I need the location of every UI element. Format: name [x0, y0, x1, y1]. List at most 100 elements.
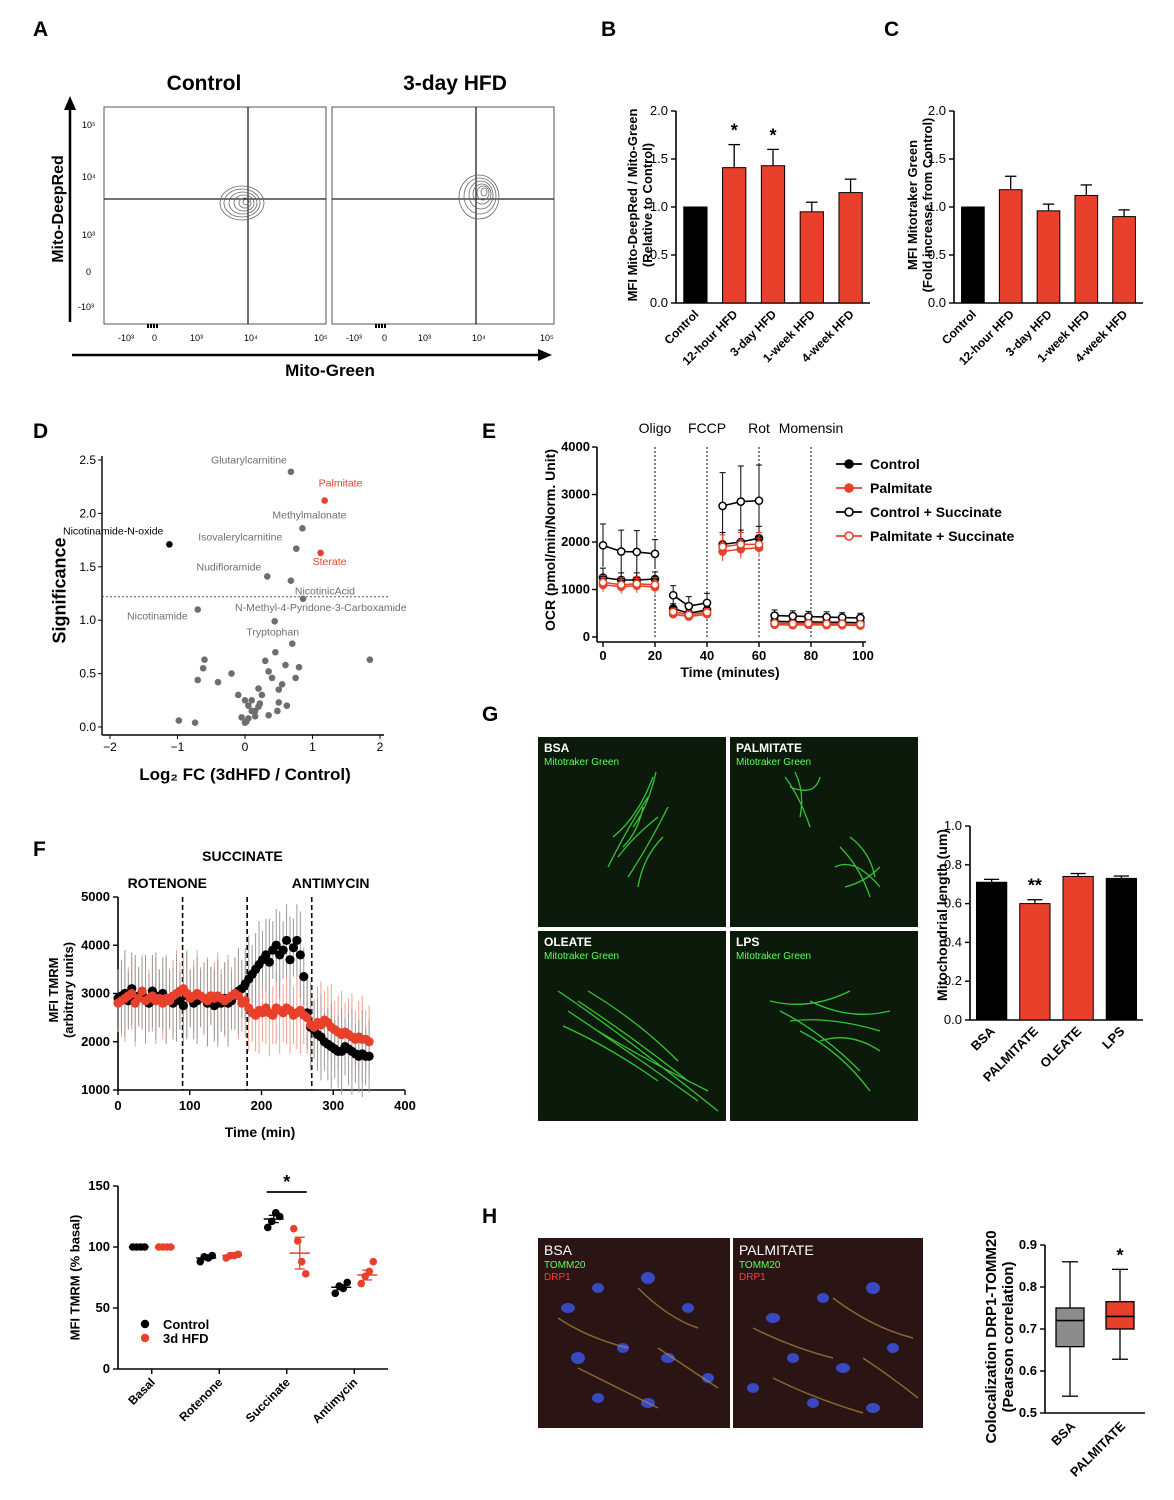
f1-data-point	[144, 993, 154, 1003]
f2-data-point	[289, 1224, 298, 1233]
e-legend-marker	[844, 507, 854, 517]
f2-category-label: Succinate	[243, 1375, 293, 1425]
quadrant-label-hfd-q2: Q2	[516, 116, 529, 126]
d-data-point	[234, 691, 242, 699]
f1-data-point	[288, 1010, 299, 1020]
f1-data-point	[144, 998, 154, 1008]
d-point-label: Tryptophan	[246, 626, 299, 638]
f1-data-point	[299, 1010, 309, 1020]
f1-data-point	[364, 1037, 374, 1047]
f1-ytick-label: 4000	[81, 937, 110, 952]
e-xtick-label: 60	[752, 648, 766, 663]
f1-xtick-label: 200	[251, 1098, 273, 1113]
d-data-point	[241, 719, 249, 727]
d-data-point	[243, 718, 250, 725]
f1-data-point	[309, 1025, 319, 1035]
e-xtick-label: 80	[804, 648, 818, 663]
f1-data-point	[309, 1022, 319, 1032]
f1-data-point	[209, 993, 219, 1003]
quadrant-value-control-q2: 17.7	[288, 126, 306, 136]
e-data-point	[598, 580, 608, 590]
f2-data-point	[369, 1257, 378, 1266]
f1-data-point	[168, 998, 178, 1008]
d-data-point	[228, 670, 235, 677]
d-point-label: Methylmalonate	[272, 509, 346, 521]
e-data-point	[754, 543, 764, 553]
micrograph-lps-title: LPS	[736, 935, 760, 949]
f1-data-point	[261, 950, 271, 960]
e-series-line	[602, 576, 656, 581]
chart-f-bottom-ylabel: MFI TMRM (% basal)	[67, 1214, 83, 1341]
f1-data-point	[161, 993, 171, 1003]
e-data-point	[632, 579, 642, 589]
micrograph-palmitate-title: PALMITATE	[736, 741, 802, 755]
f2-data-point	[166, 1243, 175, 1251]
h-ytick-label: 0.8	[1019, 1279, 1037, 1294]
f1-data-point	[113, 998, 123, 1008]
f1-data-point	[199, 993, 209, 1003]
h-category-label: PALMITATE	[1067, 1418, 1128, 1479]
e-data-point	[650, 582, 660, 592]
G-bar	[1062, 875, 1094, 1021]
B-category-label: 4-week HFD	[799, 307, 857, 365]
f1-data-point	[295, 1005, 305, 1015]
f1-data-point	[178, 984, 188, 994]
e-data-point	[668, 590, 678, 600]
f1-data-point	[323, 1039, 333, 1049]
a-xtick-9: 10⁴	[472, 333, 486, 343]
C-bar	[1112, 216, 1136, 304]
d-labeled-point	[317, 549, 324, 557]
e-data-point	[684, 612, 694, 621]
quadrant-value-control-q1: 22.3	[108, 126, 126, 136]
d-labeled-point	[293, 545, 300, 552]
e-injection-label: Rot	[748, 420, 770, 436]
e-data-point	[788, 619, 798, 629]
f1-data-point	[292, 1008, 302, 1018]
f2-data-point	[343, 1278, 352, 1287]
f1-data-point	[233, 986, 244, 996]
e-data-point	[684, 601, 694, 611]
d-data-point	[256, 700, 264, 707]
e-data-point	[837, 620, 847, 630]
quadrant-value-hfd-q4: 9.33	[336, 306, 354, 316]
chart-c-ylabel-line2: (Fold increase from Control)	[920, 117, 935, 293]
f1-data-point	[364, 1051, 374, 1061]
f1-data-point	[333, 1027, 343, 1037]
f1-data-point	[209, 1000, 219, 1011]
micrograph-lps-stain: Mitotraker Green	[736, 951, 812, 962]
d-labeled-point	[287, 577, 295, 584]
d-data-point	[238, 714, 245, 721]
C-bar	[1036, 210, 1061, 304]
chart-d-ylabel: Significance	[49, 537, 70, 644]
e-data-point	[856, 619, 865, 629]
f1-data-point	[268, 1010, 278, 1020]
f1-data-point	[226, 996, 237, 1006]
d-labeled-point	[166, 541, 173, 548]
d-data-point	[251, 707, 259, 715]
f2-data-point	[154, 1243, 163, 1251]
f1-data-point	[123, 996, 133, 1006]
d-labeled-point	[271, 617, 279, 625]
f1-data-point	[319, 1015, 330, 1025]
f1-data-point	[306, 1020, 316, 1030]
f1-data-point	[175, 986, 185, 996]
f1-data-point	[330, 1025, 340, 1035]
d-labeled-point	[321, 497, 328, 504]
e-data-point	[822, 620, 831, 630]
d-data-point	[283, 702, 291, 709]
d-data-point	[265, 668, 272, 675]
f1-data-point	[268, 945, 278, 955]
e-data-point	[718, 501, 727, 511]
e-injection-label: FCCP	[688, 420, 726, 436]
f1-data-point	[192, 988, 202, 999]
d-data-point	[255, 703, 262, 711]
e-data-point	[804, 618, 813, 628]
f2-data-point	[208, 1251, 217, 1260]
f1-data-point	[278, 945, 288, 955]
G-category-label: PALMITATE	[980, 1023, 1041, 1084]
f1-data-point	[326, 1022, 336, 1032]
f1-data-point	[123, 991, 133, 1001]
e-series-line	[673, 611, 708, 616]
C-category-label: 1-week HFD	[1034, 307, 1092, 365]
